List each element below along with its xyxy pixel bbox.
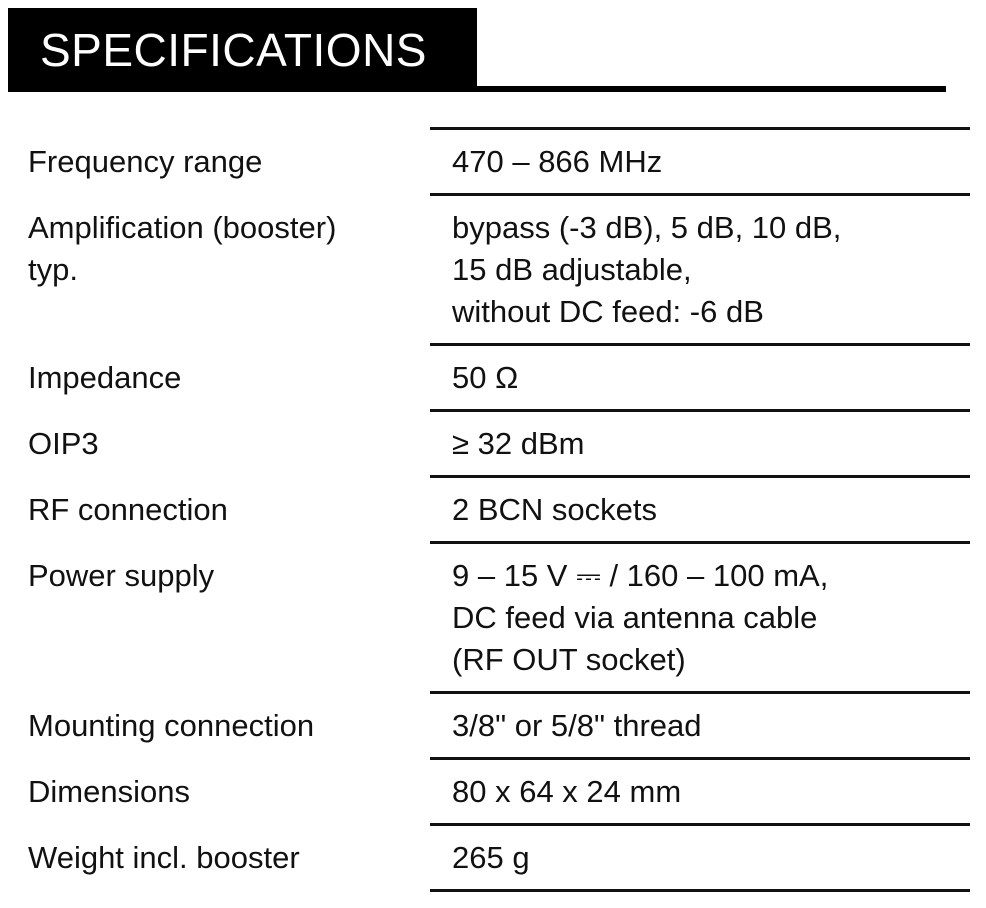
spec-row: Mounting connection 3/8" or 5/8" thread — [0, 694, 986, 760]
spec-value: ≥ 32 dBm — [452, 423, 986, 465]
spec-row: Weight incl. booster 265 g — [0, 826, 986, 892]
spec-value-line: without DC feed: -6 dB — [452, 294, 764, 329]
spec-value-line: 15 dB adjustable, — [452, 252, 692, 287]
section-header: SPECIFICATIONS — [8, 8, 477, 92]
spec-label: Amplification (booster) typ. — [28, 207, 418, 291]
spec-label: Frequency range — [28, 141, 418, 183]
spec-value-line: DC feed via antenna cable — [452, 600, 818, 635]
spec-row: OIP3 ≥ 32 dBm — [0, 412, 986, 478]
spec-value: 2 BCN sockets — [452, 489, 986, 531]
spec-row: Dimensions 80 x 64 x 24 mm — [0, 760, 986, 826]
spec-label-line: Amplification (booster) — [28, 210, 337, 245]
spec-label: OIP3 — [28, 423, 418, 465]
spec-row: Power supply 9 – 15 V ⎓ / 160 – 100 mA, DC… — [0, 544, 986, 694]
spec-label-line: Mounting connection — [28, 708, 315, 743]
spec-label: Power supply — [28, 555, 418, 597]
spec-label-line: Power supply — [28, 558, 215, 593]
spec-label-line: RF connection — [28, 492, 228, 527]
spec-value-line: 2 BCN sockets — [452, 492, 658, 527]
spec-row: Impedance 50 Ω — [0, 346, 986, 412]
spec-value-line: 9 – 15 V ⎓ / 160 – 100 mA, — [452, 558, 829, 593]
spec-value: 80 x 64 x 24 mm — [452, 771, 986, 813]
spec-label-line: Impedance — [28, 360, 182, 395]
spec-label: Impedance — [28, 357, 418, 399]
spec-value: 470 – 866 MHz — [452, 141, 986, 183]
spec-value: 3/8" or 5/8" thread — [452, 705, 986, 747]
spec-label: RF connection — [28, 489, 418, 531]
spec-value-line: bypass (-3 dB), 5 dB, 10 dB, — [452, 210, 842, 245]
spec-label-line: OIP3 — [28, 426, 99, 461]
spec-value-line: ≥ 32 dBm — [452, 426, 585, 461]
spec-value-line: 80 x 64 x 24 mm — [452, 774, 682, 809]
spec-value: 9 – 15 V ⎓ / 160 – 100 mA, DC feed via an… — [452, 555, 986, 681]
spec-value: bypass (-3 dB), 5 dB, 10 dB, 15 dB adjust… — [452, 207, 986, 333]
spec-row: Amplification (booster) typ. bypass (-3 dB… — [0, 196, 986, 346]
spec-value-line: 470 – 866 MHz — [452, 144, 663, 179]
spec-label-line: Frequency range — [28, 144, 263, 179]
spec-value-line: 265 g — [452, 840, 530, 875]
spec-label-line: Dimensions — [28, 774, 190, 809]
spec-label-line: Weight incl. booster — [28, 840, 300, 875]
spec-label: Mounting connection — [28, 705, 418, 747]
spec-value: 50 Ω — [452, 357, 986, 399]
spec-value-line: (RF OUT socket) — [452, 642, 686, 677]
spec-row: RF connection 2 BCN sockets — [0, 478, 986, 544]
spec-value-line: 50 Ω — [452, 360, 519, 395]
spec-row: Frequency range 470 – 866 MHz — [0, 130, 986, 196]
section-title: SPECIFICATIONS — [40, 24, 427, 76]
table-top-rule — [430, 127, 970, 130]
spec-label: Dimensions — [28, 771, 418, 813]
spec-label-line: typ. — [28, 252, 78, 287]
spec-label: Weight incl. booster — [28, 837, 418, 879]
spec-value: 265 g — [452, 837, 986, 879]
header-rule — [477, 86, 946, 92]
spec-value-line: 3/8" or 5/8" thread — [452, 708, 702, 743]
